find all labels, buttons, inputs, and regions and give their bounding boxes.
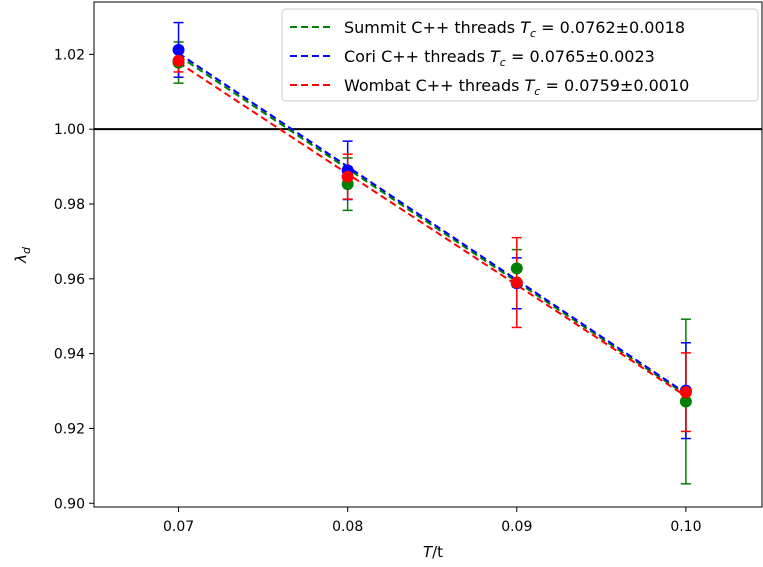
data-point <box>172 43 185 56</box>
legend-tc-value: = 0.0762±0.0018 <box>536 18 685 37</box>
data-point <box>679 395 692 408</box>
x-tick-label: 0.07 <box>163 519 194 535</box>
x-tick-label: 0.10 <box>670 519 701 535</box>
legend-tc-symbol: T <box>490 47 501 66</box>
fit-line <box>178 52 687 395</box>
y-axis-label-var: λ <box>12 254 30 264</box>
y-axis-ticks: 0.90 0.92 0.94 0.96 0.98 1.00 1.02 <box>54 47 94 512</box>
fit-line <box>178 61 687 398</box>
x-axis-label-var: T <box>423 543 434 561</box>
x-axis-label-rest: /t <box>432 543 443 561</box>
legend-tc-value: = 0.0765±0.0023 <box>506 47 655 66</box>
legend-series-name: Wombat C++ threads <box>344 76 525 95</box>
y-tick-label: 0.92 <box>54 421 85 437</box>
legend-tc-value: = 0.0759±0.0010 <box>540 76 689 95</box>
data-point <box>510 262 523 275</box>
x-tick-label: 0.08 <box>332 519 363 535</box>
x-axis-label: T/t <box>423 543 443 561</box>
data-point <box>172 54 185 67</box>
legend-series-name: Cori C++ threads <box>344 47 490 66</box>
y-tick-label: 0.90 <box>54 496 85 512</box>
legend-tc-subscript: c <box>530 27 536 40</box>
data-point <box>341 170 354 183</box>
data-point <box>510 276 523 289</box>
y-axis-label-sub: d <box>20 246 33 254</box>
legend-entry: Wombat C++ threads Tc = 0.0759±0.0010 <box>344 76 689 98</box>
x-tick-label: 0.09 <box>501 519 532 535</box>
legend: Summit C++ threads Tc = 0.0762±0.0018 Cor… <box>281 8 759 102</box>
y-axis-label: λd <box>12 246 33 264</box>
data-point <box>679 386 692 399</box>
y-tick-label: 1.00 <box>54 122 85 138</box>
y-tick-label: 0.94 <box>54 347 85 363</box>
legend-tc-symbol: T <box>520 18 531 37</box>
legend-entry: Cori C++ threads Tc = 0.0765±0.0023 <box>344 47 655 69</box>
legend-entry: Summit C++ threads Tc = 0.0762±0.0018 <box>344 18 685 40</box>
legend-tc-symbol: T <box>525 76 536 95</box>
x-axis-ticks: 0.07 0.08 0.09 0.10 <box>163 507 701 535</box>
legend-tc-subscript: c <box>500 56 506 69</box>
y-tick-label: 1.02 <box>54 47 85 63</box>
y-tick-label: 0.98 <box>54 197 85 213</box>
fit-line <box>178 55 687 396</box>
legend-box <box>281 8 759 102</box>
legend-tc-subscript: c <box>534 85 540 98</box>
y-tick-label: 0.96 <box>54 272 85 288</box>
legend-series-name: Summit C++ threads <box>344 18 520 37</box>
fit-lines-layer <box>178 52 687 398</box>
data-points-layer <box>172 43 692 408</box>
